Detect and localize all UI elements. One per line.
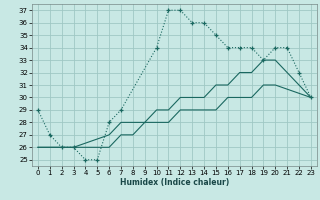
X-axis label: Humidex (Indice chaleur): Humidex (Indice chaleur) (120, 178, 229, 187)
